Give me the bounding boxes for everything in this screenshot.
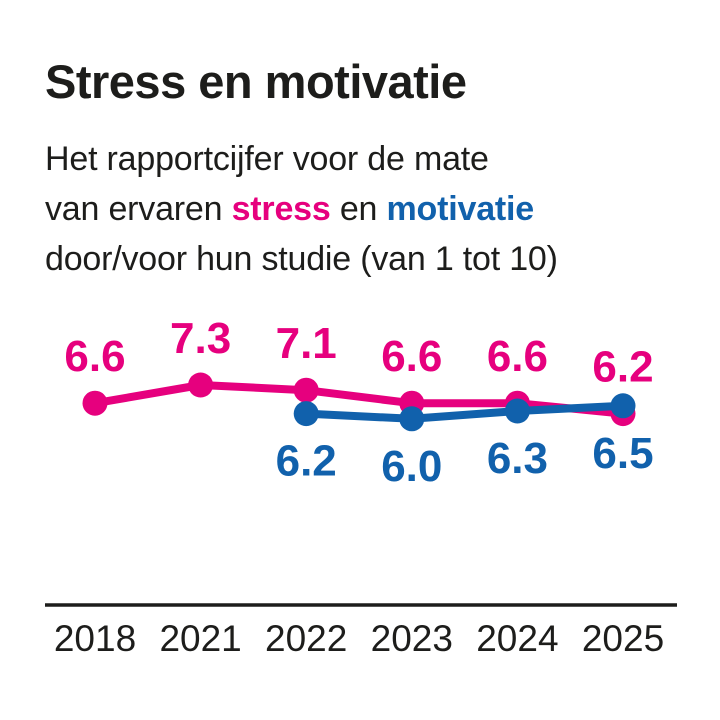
subtitle-line-2: van ervaren stress en motivatie <box>45 184 695 234</box>
motivatie-value-label-2023: 6.0 <box>381 442 442 491</box>
header: Stress en motivatie Het rapportcijfer vo… <box>45 56 695 284</box>
stress-point-2021 <box>188 372 214 398</box>
x-axis-label-2024: 2024 <box>476 618 558 659</box>
chart-subtitle: Het rapportcijfer voor de mate van ervar… <box>45 134 695 284</box>
stress-value-label-2025: 6.2 <box>592 343 653 392</box>
stress-point-2022 <box>293 377 319 403</box>
motivatie-value-label-2024: 6.3 <box>487 434 548 483</box>
motivatie-point-2025 <box>610 393 636 419</box>
stress-point-2018 <box>82 390 108 416</box>
subtitle-line-1: Het rapportcijfer voor de mate <box>45 139 489 178</box>
motivatie-point-2024 <box>504 398 530 424</box>
subtitle-text-mid: en <box>330 189 387 228</box>
motivatie-keyword: motivatie <box>386 189 535 228</box>
subtitle-line-3: door/voor hun studie (van 1 tot 10) <box>45 239 558 278</box>
stress-value-label-2021: 7.3 <box>170 314 231 363</box>
stress-value-label-2018: 6.6 <box>64 332 125 381</box>
stress-value-label-2022: 7.1 <box>276 319 337 368</box>
stress-value-label-2023: 6.6 <box>381 332 442 381</box>
x-axis-label-2022: 2022 <box>265 618 347 659</box>
stress-value-label-2024: 6.6 <box>487 332 548 381</box>
x-axis-label-2018: 2018 <box>54 618 136 659</box>
stress-keyword: stress <box>231 189 331 228</box>
x-axis-label-2021: 2021 <box>159 618 241 659</box>
subtitle-text-prefix: van ervaren <box>45 189 232 228</box>
chart-title: Stress en motivatie <box>45 55 467 108</box>
motivatie-point-2022 <box>293 401 319 427</box>
motivatie-value-label-2025: 6.5 <box>592 429 653 478</box>
x-axis-label-2023: 2023 <box>371 618 453 659</box>
motivatie-line <box>302 401 627 423</box>
stress-line <box>91 381 627 418</box>
x-axis-label-2025: 2025 <box>582 618 664 659</box>
motivatie-point-2023 <box>399 406 425 432</box>
motivatie-value-label-2022: 6.2 <box>276 437 337 486</box>
